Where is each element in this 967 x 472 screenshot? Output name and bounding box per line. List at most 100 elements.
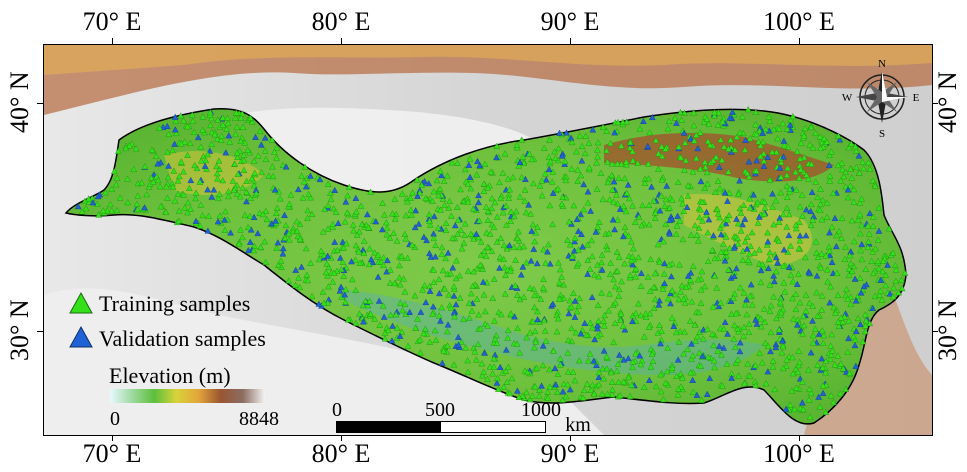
training-sample: [882, 271, 890, 278]
training-sample: [189, 117, 197, 124]
training-sample: [736, 284, 744, 291]
validation-sample: [444, 249, 452, 256]
training-sample: [327, 195, 335, 203]
training-sample: [805, 396, 813, 403]
training-sample: [181, 138, 188, 145]
training-sample: [170, 167, 178, 174]
training-sample: [450, 361, 458, 368]
validation-sample: [154, 160, 162, 167]
training-sample: [757, 142, 764, 149]
training-sample: [287, 191, 295, 198]
validation-sample: [584, 270, 591, 277]
training-sample: [454, 216, 462, 223]
validation-sample: [668, 273, 675, 280]
training-sample: [845, 271, 853, 278]
elevation-min: 0: [110, 408, 120, 430]
training-sample: [760, 210, 768, 217]
training-sample: [134, 192, 142, 199]
validation-sample: [542, 176, 550, 183]
training-sample: [675, 143, 683, 150]
training-sample: [426, 338, 434, 345]
validation-sample: [688, 340, 695, 347]
training-sample: [126, 142, 133, 149]
training-sample: [523, 334, 530, 341]
training-sample: [484, 184, 492, 191]
training-sample: [240, 157, 248, 164]
training-sample: [774, 135, 781, 142]
training-sample: [219, 114, 227, 121]
scale-label-1000: 1000: [521, 399, 561, 421]
training-sample: [180, 117, 187, 124]
training-sample: [607, 139, 614, 147]
validation-sample: [194, 133, 202, 141]
training-sample: [587, 386, 595, 393]
validation-sample: [667, 300, 674, 307]
tick-top-70: [112, 38, 113, 44]
training-sample: [387, 311, 394, 318]
training-sample: [761, 339, 769, 346]
validation-sample: [757, 266, 765, 274]
training-sample: [451, 313, 458, 320]
validation-sample: [567, 134, 575, 141]
training-sample: [627, 238, 635, 245]
validation-sample: [519, 263, 527, 270]
training-sample: [452, 275, 460, 282]
training-sample: [646, 287, 654, 294]
validation-sample: [706, 374, 714, 382]
validation-sample: [571, 313, 579, 320]
training-sample: [484, 322, 491, 329]
training-sample: [752, 108, 760, 115]
training-sample: [629, 148, 636, 155]
validation-sample: [565, 310, 573, 317]
training-sample: [725, 266, 732, 273]
tick-bottom-100: [799, 435, 800, 441]
training-sample: [766, 117, 774, 124]
validation-sample: [852, 327, 860, 334]
training-sample: [533, 364, 541, 371]
training-sample: [743, 169, 751, 177]
training-sample: [396, 274, 403, 281]
training-sample: [665, 117, 673, 124]
training-sample: [554, 370, 562, 377]
validation-sample: [360, 318, 367, 325]
training-sample: [834, 318, 842, 325]
training-sample: [515, 162, 523, 169]
training-sample: [457, 226, 465, 233]
validation-sample: [736, 177, 743, 184]
training-sample: [780, 364, 787, 372]
training-sample: [681, 299, 689, 306]
validation-sample: [624, 354, 632, 362]
validation-sample: [770, 272, 777, 279]
training-sample: [637, 361, 645, 368]
training-sample: [681, 139, 689, 146]
training-sample: [481, 308, 489, 315]
training-sample: [518, 173, 525, 181]
training-sample: [613, 267, 621, 274]
training-sample: [779, 343, 787, 350]
training-sample: [704, 257, 712, 264]
map-frame: N S E W Training samples Validation samp…: [43, 44, 933, 436]
tick-right-40: [932, 103, 938, 104]
training-sample: [865, 159, 872, 166]
validation-sample: [578, 157, 586, 164]
training-sample: [690, 122, 698, 129]
training-sample: [219, 121, 227, 128]
validation-sample: [406, 308, 413, 315]
validation-sample: [733, 215, 740, 222]
training-sample: [792, 290, 800, 297]
validation-sample: [661, 260, 668, 267]
tick-bottom-70: [112, 435, 113, 441]
validation-sample: [578, 230, 585, 237]
training-sample: [261, 238, 269, 245]
training-sample: [646, 310, 654, 317]
training-sample: [219, 177, 227, 184]
training-sample: [720, 240, 727, 247]
training-sample: [580, 206, 588, 213]
training-sample: [460, 315, 467, 323]
training-sample: [538, 192, 546, 199]
training-sample: [663, 368, 671, 375]
training-sample: [794, 368, 802, 375]
training-sample: [438, 250, 446, 257]
training-sample: [237, 226, 244, 233]
training-sample: [532, 338, 539, 345]
